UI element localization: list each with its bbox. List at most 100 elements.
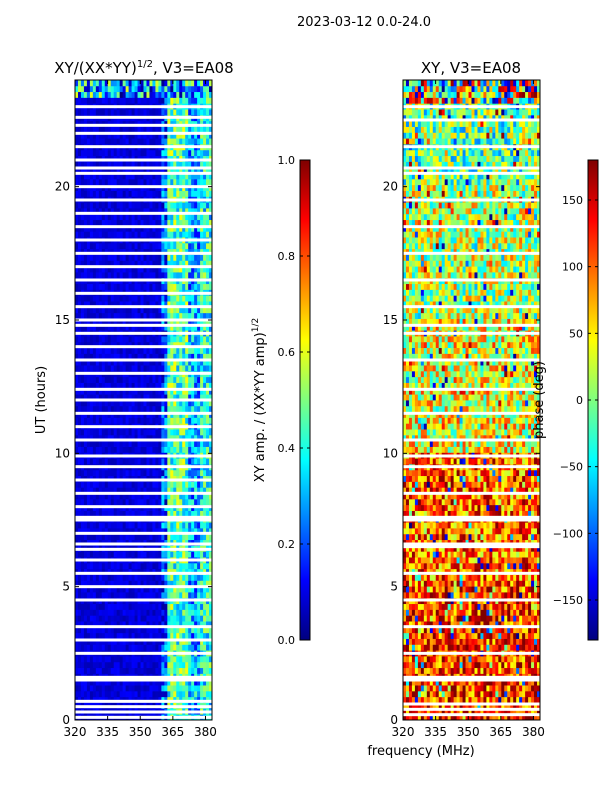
- amplitude-heatmap-cell: [83, 609, 88, 616]
- amplitude-heatmap-cell: [176, 586, 180, 593]
- amplitude-heatmap-cell: [143, 615, 147, 622]
- amplitude-heatmap-cell: [89, 341, 94, 349]
- amplitude-heatmap-cell: [86, 522, 91, 529]
- amplitude-heatmap-cell: [176, 341, 180, 349]
- amplitude-heatmap-cell: [179, 394, 183, 401]
- amplitude-heatmap-cell: [113, 685, 118, 692]
- amplitude-heatmap-cell: [191, 301, 195, 308]
- amplitude-heatmap-cell: [122, 190, 127, 197]
- amplitude-panel: XY/(XX*YY)1/2, V3=EA08 320 335 350 365 380 0…: [34, 59, 234, 739]
- amplitude-heatmap-cell: [188, 208, 192, 215]
- amplitude-heatmap-cell: [200, 685, 204, 692]
- amplitude-heatmap-cell: [203, 533, 207, 541]
- amplitude-heatmap-cell: [137, 685, 141, 692]
- amplitude-heatmap-cell: [185, 632, 189, 639]
- amplitude-heatmap-cell: [167, 592, 171, 599]
- amplitude-heatmap-cell: [107, 324, 112, 331]
- amplitude-heatmap-cell: [170, 417, 174, 424]
- amplitude-heatmap-cell: [140, 225, 144, 232]
- amplitude-heatmap-cell: [206, 667, 210, 674]
- amplitude-heatmap-cell: [107, 458, 112, 465]
- amplitude-heatmap-cell: [128, 592, 132, 599]
- amplitude-heatmap-cell: [149, 621, 153, 628]
- amplitude-heatmap-cell: [158, 97, 162, 104]
- amplitude-heatmap-cell: [86, 138, 91, 145]
- amplitude-heatmap-cell: [134, 324, 138, 331]
- amplitude-heatmap-cell: [137, 301, 141, 308]
- amplitude-heatmap-cell: [75, 592, 79, 599]
- amplitude-heatmap-cell: [83, 202, 88, 209]
- amplitude-heatmap-cell: [164, 283, 168, 290]
- amplitude-heatmap-cell: [209, 446, 213, 453]
- amplitude-heatmap-cell: [122, 574, 127, 581]
- amplitude-heatmap-cell: [89, 440, 94, 447]
- amplitude-heatmap-cell: [209, 458, 213, 465]
- amplitude-heatmap-cell: [86, 231, 91, 238]
- amplitude-heatmap-cell: [113, 644, 118, 651]
- amplitude-heatmap-cell: [146, 679, 150, 686]
- amplitude-heatmap-cell: [152, 295, 156, 302]
- amplitude-heatmap-cell: [191, 336, 195, 343]
- amplitude-heatmap-cell: [185, 446, 189, 453]
- amplitude-heatmap-cell: [185, 679, 189, 686]
- amplitude-heatmap-cell: [140, 382, 144, 389]
- amplitude-heatmap-cell: [182, 306, 186, 314]
- amplitude-heatmap-cell: [146, 405, 150, 413]
- amplitude-heatmap-cell: [98, 528, 103, 535]
- amplitude-heatmap-cell: [155, 208, 159, 215]
- amplitude-heatmap-cell: [209, 376, 213, 383]
- amplitude-heatmap-cell: [134, 306, 138, 314]
- amplitude-heatmap-cell: [203, 580, 207, 587]
- amplitude-heatmap-cell: [149, 429, 153, 436]
- amplitude-heatmap-cell: [101, 580, 106, 587]
- amplitude-heatmap-cell: [161, 626, 165, 634]
- amplitude-heatmap-cell: [179, 644, 183, 651]
- amplitude-heatmap-cell: [104, 359, 109, 366]
- amplitude-heatmap-cell: [155, 405, 159, 413]
- amplitude-heatmap-cell: [86, 434, 91, 442]
- amplitude-heatmap-cell: [164, 522, 168, 529]
- amplitude-heatmap-cell: [158, 178, 162, 186]
- amplitude-heatmap-cell: [101, 388, 106, 395]
- amplitude-heatmap-cell: [131, 528, 135, 535]
- amplitude-heatmap-cell: [110, 656, 115, 663]
- amplitude-heatmap-cell: [203, 562, 207, 570]
- amplitude-heatmap-cell: [113, 498, 118, 506]
- amplitude-heatmap-cell: [143, 382, 147, 389]
- amplitude-heatmap-cell: [80, 213, 85, 221]
- amplitude-heatmap-cell: [185, 190, 189, 197]
- amplitude-heatmap-cell: [176, 615, 180, 622]
- amplitude-heatmap-cell: [128, 644, 132, 651]
- amplitude-heatmap-cell: [155, 266, 159, 273]
- amplitude-heatmap-cell: [158, 138, 162, 145]
- amplitude-heatmap-cell: [173, 679, 177, 686]
- amplitude-heatmap-cell: [182, 254, 186, 261]
- amplitude-heatmap-cell: [137, 661, 141, 669]
- amplitude-heatmap-cell: [128, 679, 132, 686]
- amplitude-heatmap-cell: [119, 388, 124, 395]
- amplitude-heatmap-cell: [206, 336, 210, 343]
- amplitude-heatmap-cell: [83, 667, 88, 674]
- amplitude-heatmap-cell: [86, 85, 91, 93]
- amplitude-heatmap-cell: [116, 656, 121, 663]
- amplitude-heatmap-cell: [203, 376, 207, 383]
- amplitude-heatmap-cell: [209, 667, 213, 674]
- amplitude-heatmap-cell: [146, 400, 150, 407]
- amplitude-heatmap-cell: [122, 388, 127, 395]
- amplitude-heatmap-cell: [188, 405, 192, 413]
- amplitude-heatmap-cell: [179, 260, 183, 267]
- amplitude-heatmap-cell: [89, 644, 94, 651]
- amplitude-heatmap-cell: [128, 178, 132, 186]
- amplitude-heatmap-cell: [176, 551, 180, 558]
- amplitude-heatmap-cell: [149, 109, 153, 116]
- amplitude-heatmap-cell: [80, 522, 85, 529]
- amplitude-heatmap-cell: [200, 283, 204, 290]
- amplitude-heatmap-cell: [200, 260, 204, 267]
- amplitude-heatmap-cell: [173, 202, 177, 209]
- amplitude-heatmap-cell: [146, 481, 150, 488]
- amplitude-heatmap-cell: [125, 138, 130, 145]
- amplitude-heatmap-cell: [119, 621, 124, 628]
- amplitude-heatmap-cell: [164, 510, 168, 517]
- amplitude-heatmap-cell: [161, 126, 165, 133]
- amplitude-heatmap-cell: [209, 295, 213, 302]
